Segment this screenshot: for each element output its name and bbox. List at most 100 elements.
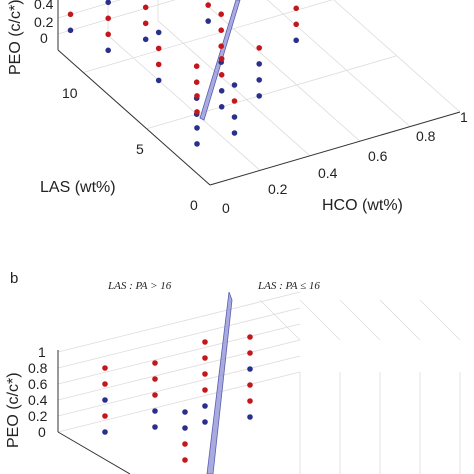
- panel-a-data-point: [105, 31, 111, 38]
- panel-b-grid: [57, 291, 461, 474]
- panel-b-back-gridline: [419, 299, 461, 341]
- panel-a-data-point: [155, 61, 162, 68]
- panel-a-floor-gridline: [266, 0, 411, 127]
- panel-b-back-gridline: [379, 299, 421, 341]
- panel-b-data-point: [102, 413, 108, 419]
- panel-a-x-tick: 0.6: [368, 148, 388, 164]
- panel-b-back-gridline: [57, 291, 301, 353]
- panel-a-data-point: [205, 18, 211, 24]
- panel-b-data-point: [152, 392, 158, 398]
- panel-b-back-gridline: [339, 299, 381, 341]
- panel-b-letter: b: [10, 270, 18, 287]
- panel-b-data-point: [247, 398, 253, 404]
- panel-a-data-point: [231, 130, 238, 136]
- panel-b-data-point: [247, 366, 253, 372]
- panel-a-x-tick: 0: [222, 200, 230, 216]
- panel-a-data-point: [194, 125, 200, 131]
- panel-b-data-point: [247, 350, 253, 356]
- panel-a-x-tick: 0.2: [268, 181, 288, 197]
- panel-b-separating-plane: [206, 291, 233, 474]
- panel-b-data-point: [182, 409, 188, 415]
- panel-a-data-point: [256, 77, 263, 83]
- panel-a-data-point: [218, 56, 225, 62]
- panel-b-data-point: [152, 408, 158, 414]
- panel-a-back-gridline: [57, 0, 122, 19]
- panel-a-data-point: [155, 29, 162, 36]
- panel-a-data-point: [218, 27, 224, 33]
- panel-b-data-point: [102, 381, 108, 387]
- panel-b-back-gridline: [57, 339, 301, 401]
- panel-a-y-label: PEO (c/c*): [7, 0, 24, 75]
- panel-b-data-point: [202, 419, 208, 425]
- panel-a-points: [67, 0, 300, 147]
- panel-b-annotation-right: LAS : PA ≤ 16: [257, 280, 320, 292]
- panel-b-data-point: [102, 429, 108, 435]
- panel-b-data-point: [102, 397, 108, 403]
- panel-a-data-point: [218, 43, 224, 49]
- panel-a-data-point: [105, 0, 111, 6]
- panel-a-x-tick: 0.4: [318, 165, 338, 181]
- panel-a-data-point: [193, 63, 200, 69]
- panel-a-data-point: [67, 11, 74, 18]
- panel-a-floor-edge-left: [57, 49, 211, 186]
- panel-b-back-gridline: [57, 355, 301, 417]
- panel-a-data-point: [205, 2, 211, 8]
- panel-a-data-point: [256, 93, 263, 99]
- panel-b-y-tick: 1: [38, 344, 46, 360]
- panel-a-y-tick: 0.4: [34, 0, 54, 12]
- panel-b-floor-edge-left: [57, 431, 131, 474]
- panel-b-data-point: [182, 441, 188, 447]
- panel-b-data-point: [202, 339, 208, 345]
- panel-a-data-point: [194, 141, 200, 147]
- panel-a-y-tick: 0: [40, 30, 48, 46]
- panel-b-data-point: [247, 414, 253, 420]
- panel-b-data-point: [182, 457, 188, 463]
- panel-b-back-gridline: [259, 299, 301, 341]
- panel-a-data-point: [218, 104, 225, 110]
- panel-a-data-point: [142, 20, 149, 27]
- panel-b-y-tick: 0.2: [28, 408, 48, 424]
- panel-a-floor-gridline: [146, 55, 397, 130]
- panel-a-data-point: [155, 77, 162, 84]
- panel-a-back-gridline: [57, 0, 176, 35]
- panel-b-data-point: [247, 382, 253, 388]
- panel-b-y-label: PEO (c/c*): [5, 372, 22, 448]
- panel-a-data-point: [142, 4, 149, 11]
- panel-a-z-tick: 5: [136, 141, 144, 157]
- panel-a-grid: [57, 0, 461, 186]
- panel-a-data-point: [218, 88, 225, 94]
- panel-a-data-point: [293, 5, 300, 12]
- panel-b-y-tick: 0: [38, 424, 46, 440]
- panel-b-y-tick: 0.8: [28, 360, 48, 376]
- panel-a-data-point: [293, 37, 300, 44]
- panel-a-data-point: [155, 45, 162, 52]
- panel-a-x-label: HCO (wt%): [322, 197, 403, 214]
- panel-a-data-point: [194, 93, 200, 99]
- panel-a-data-point: [256, 45, 263, 51]
- panel-b-data-point: [152, 424, 158, 430]
- panel-a-data-point: [193, 79, 200, 85]
- panel-b-data-point: [182, 425, 188, 431]
- panel-a-data-point: [67, 27, 74, 34]
- panel-a-floor-gridline: [333, 0, 461, 113]
- panel-b-y-tick: 0.6: [28, 376, 48, 392]
- panel-a-data-point: [231, 98, 238, 104]
- panel-b-data-point: [202, 387, 208, 393]
- panel-a-data-point: [293, 21, 300, 28]
- panel-b-data-point: [202, 371, 208, 377]
- panel-a-z-tick: 10: [62, 85, 78, 101]
- panel-a-z-label: LAS (wt%): [40, 179, 116, 196]
- panel-a-data-point: [218, 11, 224, 17]
- panel-b-points: [102, 334, 253, 463]
- panel-b-data-point: [202, 403, 208, 409]
- panel-a-data-point: [256, 61, 263, 67]
- panel-b-data-point: [152, 360, 158, 366]
- panel-a-y-tick: 0.2: [34, 14, 54, 30]
- panel-a-data-point: [194, 109, 200, 115]
- panel-b-annotation-left: LAS : PA > 16: [107, 280, 172, 292]
- panel-a: 0.4 0.2 0 PEO (c/c*) 10 5 0 LAS (wt%) 0 …: [7, 0, 468, 216]
- panel-a-data-point: [105, 15, 111, 22]
- panel-b-y-tick: 0.4: [28, 392, 48, 408]
- panel-b-back-gridline: [57, 307, 301, 369]
